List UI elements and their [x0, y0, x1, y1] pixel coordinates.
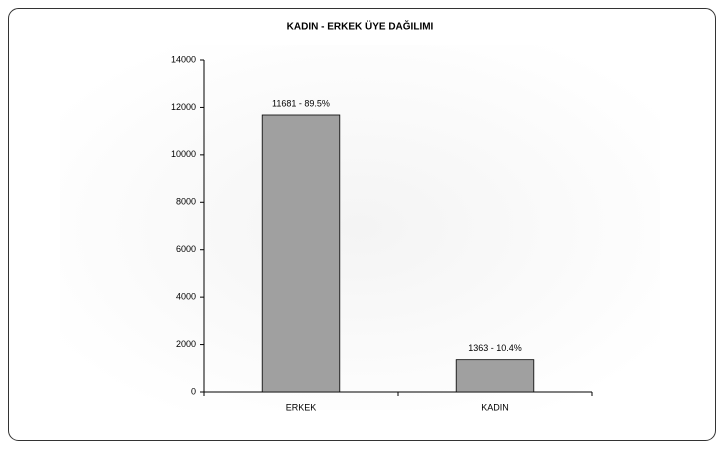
y-tick-label: 0: [191, 386, 196, 396]
y-tick-label: 4000: [176, 292, 196, 302]
plot-background: [60, 45, 660, 410]
value-label: 11681 - 89.5%: [272, 98, 330, 108]
bar: [261, 114, 341, 393]
value-label: 1363 - 10.4%: [468, 343, 522, 353]
chart-title: KADIN - ERKEK ÜYE DAĞILIMI: [287, 20, 434, 33]
y-tick-label: 12000: [171, 102, 196, 112]
y-tick-label: 8000: [176, 197, 196, 207]
x-tick-label: ERKEK: [286, 402, 317, 412]
bar: [455, 359, 535, 393]
y-tick-label: 2000: [176, 339, 196, 349]
y-tick-label: 14000: [171, 54, 196, 64]
y-tick-label: 10000: [171, 149, 196, 159]
x-tick-label: KADIN: [481, 402, 509, 412]
y-tick-label: 6000: [176, 244, 196, 254]
